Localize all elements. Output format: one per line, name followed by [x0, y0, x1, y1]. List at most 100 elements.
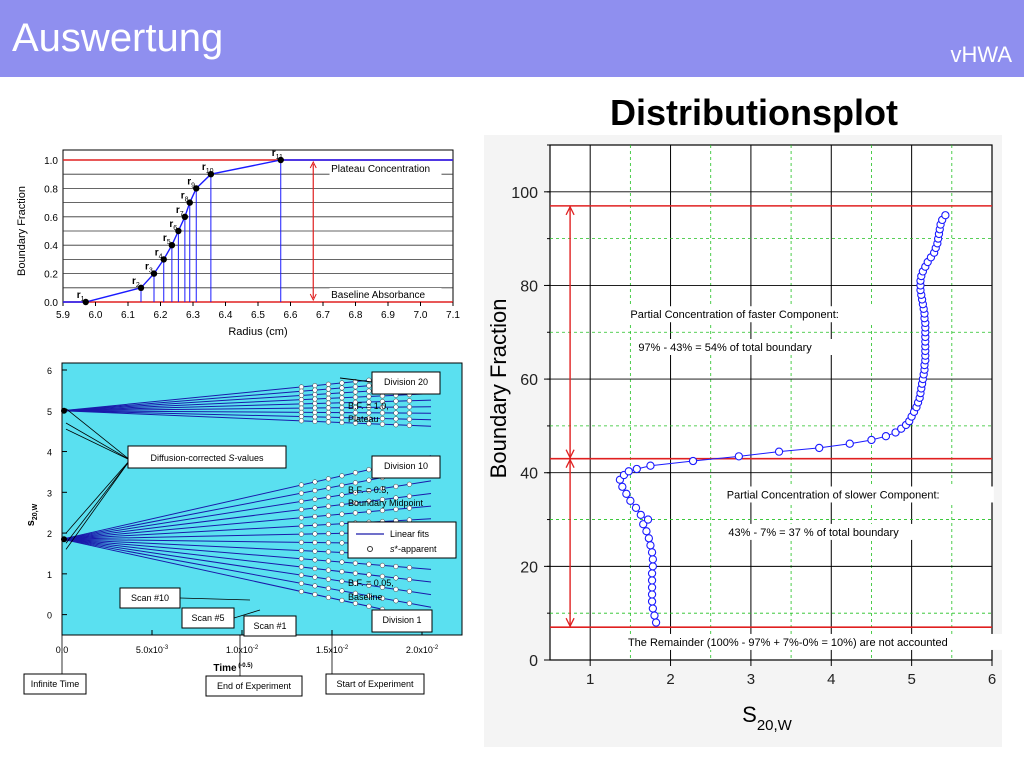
radius-label-r: r: [132, 276, 136, 287]
distribution-point: [647, 569, 657, 578]
radius-label-sub: 3: [149, 268, 153, 275]
apparent-s-point: [325, 381, 331, 387]
apparent-s-point: [339, 597, 345, 603]
apparent-s-point: [339, 473, 345, 479]
radius-point: [82, 298, 89, 306]
slower-calc: 43% - 7% = 37 % of total boundary: [728, 527, 899, 539]
apparent-s-point: [339, 492, 345, 498]
apparent-s-point: [312, 565, 318, 572]
radius-label-sub: 6: [173, 225, 177, 232]
apparent-s-point: [312, 400, 318, 407]
end-experiment-box: [205, 675, 303, 697]
apparent-s-point: [366, 603, 372, 609]
y-axis-label: s20,W: [25, 503, 39, 526]
apparent-s-point: [393, 422, 399, 428]
apparent-s-point: [366, 421, 372, 427]
apparent-s-point: [393, 404, 399, 410]
radius-point-label: r3: [145, 262, 153, 275]
distribution-chart: 0 20 40 60 80 100 1 2 3 4 5 6 S20,W Boundary Fraction…: [484, 135, 1002, 747]
x-axis-label: S20,W: [742, 702, 793, 734]
apparent-s-point: [366, 410, 372, 416]
apparent-s-point: [325, 395, 331, 401]
intercept-point: [61, 536, 67, 543]
brand-label: vHWA: [950, 42, 1012, 67]
slower-arrow-head-bottom: [565, 617, 575, 628]
pointer-line: [179, 597, 251, 601]
apparent-s-point: [339, 540, 345, 546]
apparent-s-point: [339, 385, 345, 391]
distribution-point: [626, 496, 635, 505]
apparent-s-point: [325, 494, 331, 500]
apparent-s-point: [393, 575, 399, 581]
apparent-s-point: [325, 585, 331, 591]
apparent-s-point: [393, 416, 399, 422]
distribution-point: [891, 428, 900, 437]
slower-title: Partial Concentration of slower Componen…: [727, 489, 940, 501]
x-tick-label: 5.9: [56, 310, 70, 321]
apparent-s-point: [312, 496, 318, 502]
x-tick-mantissa: 1.5x10: [316, 645, 343, 655]
apparent-s-point: [312, 557, 318, 563]
distribution-point: [941, 211, 950, 220]
radius-label-sub: 10: [206, 168, 214, 175]
distribution-point: [815, 443, 824, 453]
slower-title-bg: [723, 486, 994, 503]
x-tick-label: 6.5: [251, 310, 265, 321]
radius-point: [168, 242, 176, 249]
apparent-s-point: [366, 415, 372, 421]
diffusion-text: Diffusion-corrected S-values: [151, 453, 264, 463]
apparent-s-point: [393, 586, 399, 592]
apparent-s-point: [298, 548, 304, 554]
apparent-s-point: [339, 410, 345, 416]
apparent-s-point: [379, 496, 385, 503]
apparent-s-point: [406, 422, 412, 428]
distribution-point: [650, 611, 659, 620]
apparent-s-point: [352, 420, 358, 426]
x-tick-exponent: -2: [433, 645, 439, 651]
radius-point-label: r6: [169, 219, 177, 232]
apparent-s-point: [379, 573, 385, 579]
radius-point: [277, 156, 284, 164]
scan1-text: Scan #1: [253, 621, 286, 631]
y-tick-label: 0.0: [44, 298, 58, 309]
legend-apparent-s: s: [390, 544, 395, 554]
y-axis-label: Boundary Fraction: [16, 186, 28, 276]
apparent-s-point: [379, 416, 385, 422]
distribution-point: [648, 555, 658, 564]
division1-text: Division 1: [382, 615, 421, 625]
pointer-line: [339, 377, 373, 383]
x-axis-label-sub: 20,W: [757, 717, 793, 734]
apparent-s-point: [298, 418, 304, 424]
radius-point: [150, 270, 158, 277]
apparent-s-point: [393, 495, 399, 501]
apparent-s-point: [339, 569, 345, 575]
apparent-s-point: [339, 588, 345, 594]
radius-point-label: r2: [132, 276, 140, 289]
division20-text: Division 20: [384, 377, 428, 387]
division1-box: [371, 609, 433, 633]
intercept-point: [61, 407, 67, 414]
distribution-point: [632, 464, 641, 474]
radius-label-sub: 8: [185, 197, 189, 204]
distribution-point: [646, 541, 655, 550]
distribution-point: [639, 520, 648, 529]
apparent-s-point: [298, 401, 304, 407]
apparent-s-point: [312, 548, 318, 554]
radius-label-sub: 4: [159, 253, 163, 260]
pointer-line: [65, 459, 131, 550]
apparent-s-point: [352, 490, 358, 496]
apparent-s-point: [325, 414, 331, 420]
apparent-s-point: [325, 594, 331, 601]
apparent-s-point: [352, 410, 358, 416]
apparent-s-point: [339, 405, 345, 411]
pointer-line: [233, 609, 261, 619]
apparent-s-point: [366, 498, 372, 504]
apparent-s-point: [325, 549, 331, 555]
apparent-s-point: [298, 564, 304, 570]
apparent-s-point: [298, 498, 304, 504]
distribution-point: [647, 576, 657, 585]
apparent-s-point: [325, 558, 331, 564]
radius-label-r: r: [181, 191, 185, 202]
y-tick-label: 40: [520, 466, 538, 483]
apparent-s-point: [312, 539, 318, 546]
